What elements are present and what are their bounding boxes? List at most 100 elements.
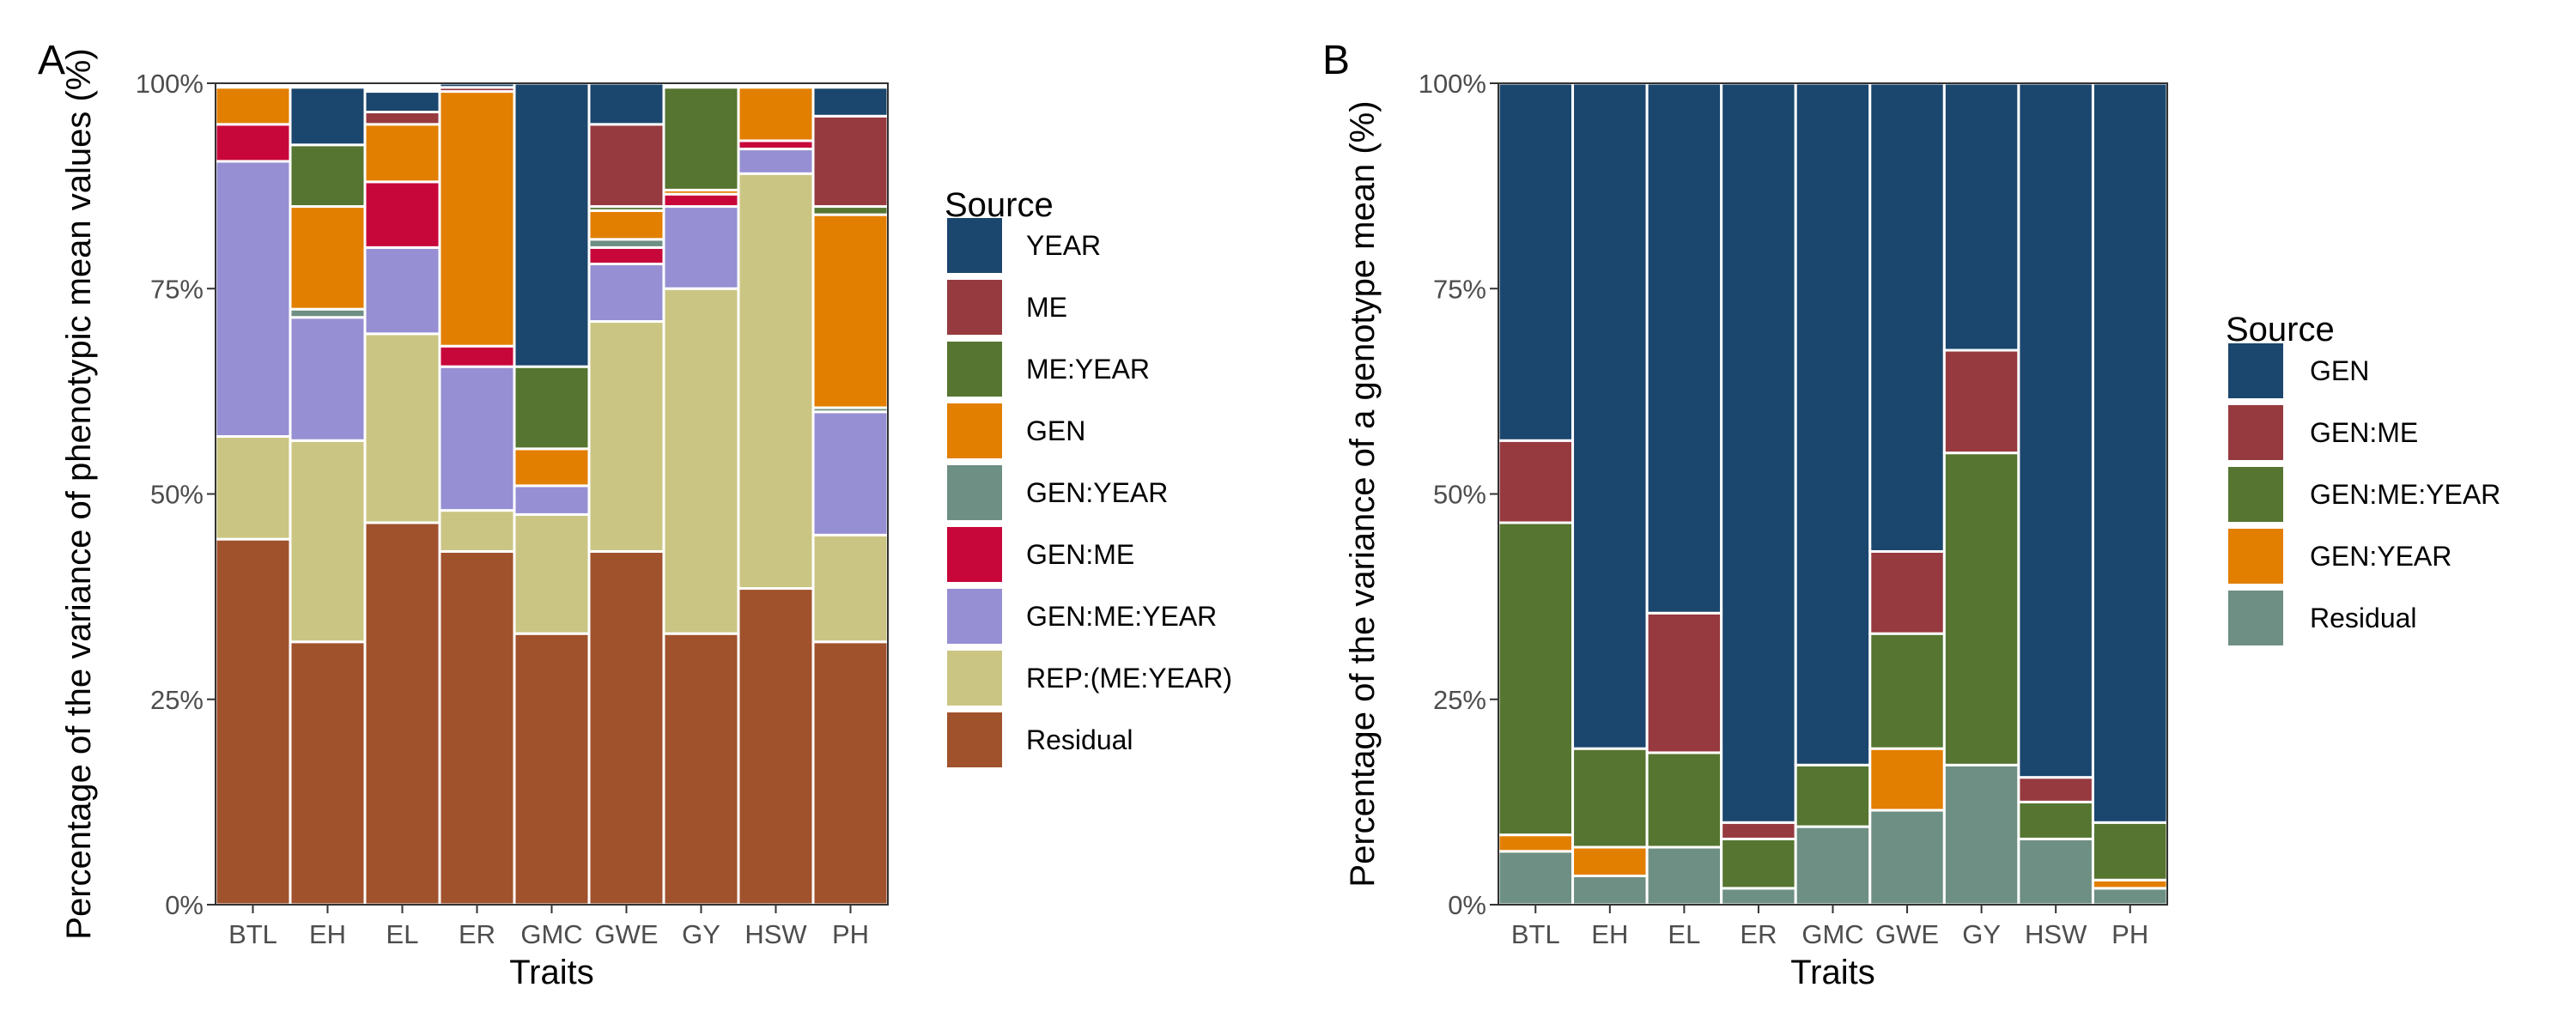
bar-segment xyxy=(2017,837,2094,906)
bar-segment xyxy=(513,512,591,635)
x-tick-label: EH xyxy=(309,919,346,949)
bar-segment xyxy=(1497,521,1575,837)
bar-segment xyxy=(1497,850,1575,906)
y-axis-title: Percentage of the variance of phenotypic… xyxy=(60,48,98,939)
bar-segment xyxy=(662,287,740,635)
y-tick-label: 0% xyxy=(165,890,204,920)
legend-label: ME xyxy=(1026,292,1067,323)
bar-segment xyxy=(289,439,367,644)
legend-label: Residual xyxy=(1026,724,1133,755)
bar-segment xyxy=(1497,833,1575,853)
bar-segment xyxy=(587,263,665,324)
bar-segment xyxy=(1794,82,1872,766)
bar-segment xyxy=(289,316,367,442)
bar-segment xyxy=(289,205,367,311)
legend-key xyxy=(947,342,1002,397)
legend-label: GEN xyxy=(1026,415,1085,446)
bar-segment xyxy=(662,632,740,906)
bar-segment xyxy=(1645,82,1723,615)
legend-key xyxy=(2228,343,2283,398)
x-tick-label: ER xyxy=(459,919,495,949)
bar-segment xyxy=(1497,439,1575,524)
x-tick-label: GWE xyxy=(1875,919,1939,949)
bar-segment xyxy=(811,213,890,409)
y-tick-label: 0% xyxy=(1448,890,1486,920)
bar-segment xyxy=(513,82,591,368)
x-tick-label: HSW xyxy=(2025,919,2087,949)
bar-segment xyxy=(1720,821,1797,840)
bar-segment xyxy=(289,143,367,209)
bar-segment xyxy=(1868,809,1946,906)
bar-segment xyxy=(1720,887,1797,906)
bar-segment xyxy=(1645,611,1723,754)
x-tick-label: HSW xyxy=(744,919,807,949)
bar-segment xyxy=(2091,887,2169,906)
bar-segment xyxy=(1868,747,1946,812)
bar-segment xyxy=(1868,82,1946,553)
legend-key xyxy=(2228,405,2283,460)
x-tick-label: PH xyxy=(2111,919,2148,949)
bar-segment xyxy=(587,123,665,209)
legend-label: GEN:ME xyxy=(1026,539,1134,570)
bar-segment xyxy=(214,86,292,126)
x-tick-label: BTL xyxy=(1511,919,1560,949)
legend-label: GEN:ME:YEAR xyxy=(1026,601,1217,632)
bar-segment xyxy=(811,640,890,906)
legend-title: Source xyxy=(945,186,1054,224)
bar-segment xyxy=(1720,837,1797,890)
bar-segment xyxy=(811,533,890,644)
bar-segment xyxy=(737,172,815,591)
bar-segment xyxy=(662,192,740,209)
y-axis-title: Percentage of the variance of a genotype… xyxy=(1344,100,1382,887)
bar-segment xyxy=(513,365,591,451)
bar-segment xyxy=(1571,845,1649,878)
bar-segment xyxy=(438,509,516,553)
bar-segment xyxy=(1868,632,1946,750)
legend-label: ME:YEAR xyxy=(1026,354,1150,385)
bar-segment xyxy=(587,82,665,126)
y-tick-label: 100% xyxy=(1419,69,1486,99)
legend-label: GEN:ME xyxy=(2310,417,2418,448)
bar-segment xyxy=(2091,82,2169,824)
x-tick-label: EH xyxy=(1591,919,1628,949)
bar-segment xyxy=(1942,348,2020,455)
x-tick-label: EL xyxy=(1668,919,1700,949)
bar-segment xyxy=(587,320,665,553)
bar-segment xyxy=(513,484,591,516)
bar-segment xyxy=(289,86,367,147)
y-tick-label: 75% xyxy=(150,274,204,304)
x-tick-label: GWE xyxy=(594,919,658,949)
bar-segment xyxy=(438,549,516,906)
bar-segment xyxy=(1645,751,1723,849)
bar-segment xyxy=(587,209,665,241)
legend-label: Residual xyxy=(2310,603,2417,633)
bar-segment xyxy=(363,521,441,906)
chart-panel-a: 0% 25% 50% 75% 100% BTL EH EL ER GMC GWE GY HSW PH Tra… xyxy=(38,38,1232,991)
legend-label: REP:(ME:YEAR) xyxy=(1026,663,1232,694)
bar-segment xyxy=(2017,800,2094,840)
legend-label: GEN:YEAR xyxy=(1026,477,1168,508)
legend-key xyxy=(947,589,1002,644)
x-tick-label: PH xyxy=(832,919,869,949)
bar-segment xyxy=(363,332,441,524)
bar-segment xyxy=(513,632,591,906)
bar-segment xyxy=(2017,82,2094,779)
y-tick-label: 25% xyxy=(1433,685,1486,715)
y-tick-label: 75% xyxy=(1433,274,1486,304)
legend-key xyxy=(947,218,1002,273)
bar-segment xyxy=(363,123,441,184)
legend-key xyxy=(2228,529,2283,584)
bar-segment xyxy=(1942,763,2020,906)
legend-key xyxy=(2228,591,2283,645)
bar-segment xyxy=(438,344,516,368)
x-tick-label: BTL xyxy=(228,919,277,949)
bar-segment xyxy=(289,640,367,906)
bar-segment xyxy=(1571,82,1649,750)
bar-segment xyxy=(737,86,815,142)
bar-segment xyxy=(1868,549,1946,635)
bar-segment xyxy=(363,180,441,249)
legend-title: Source xyxy=(2226,311,2335,348)
x-tick-label: GMC xyxy=(1801,919,1863,949)
bar-segment xyxy=(513,447,591,488)
